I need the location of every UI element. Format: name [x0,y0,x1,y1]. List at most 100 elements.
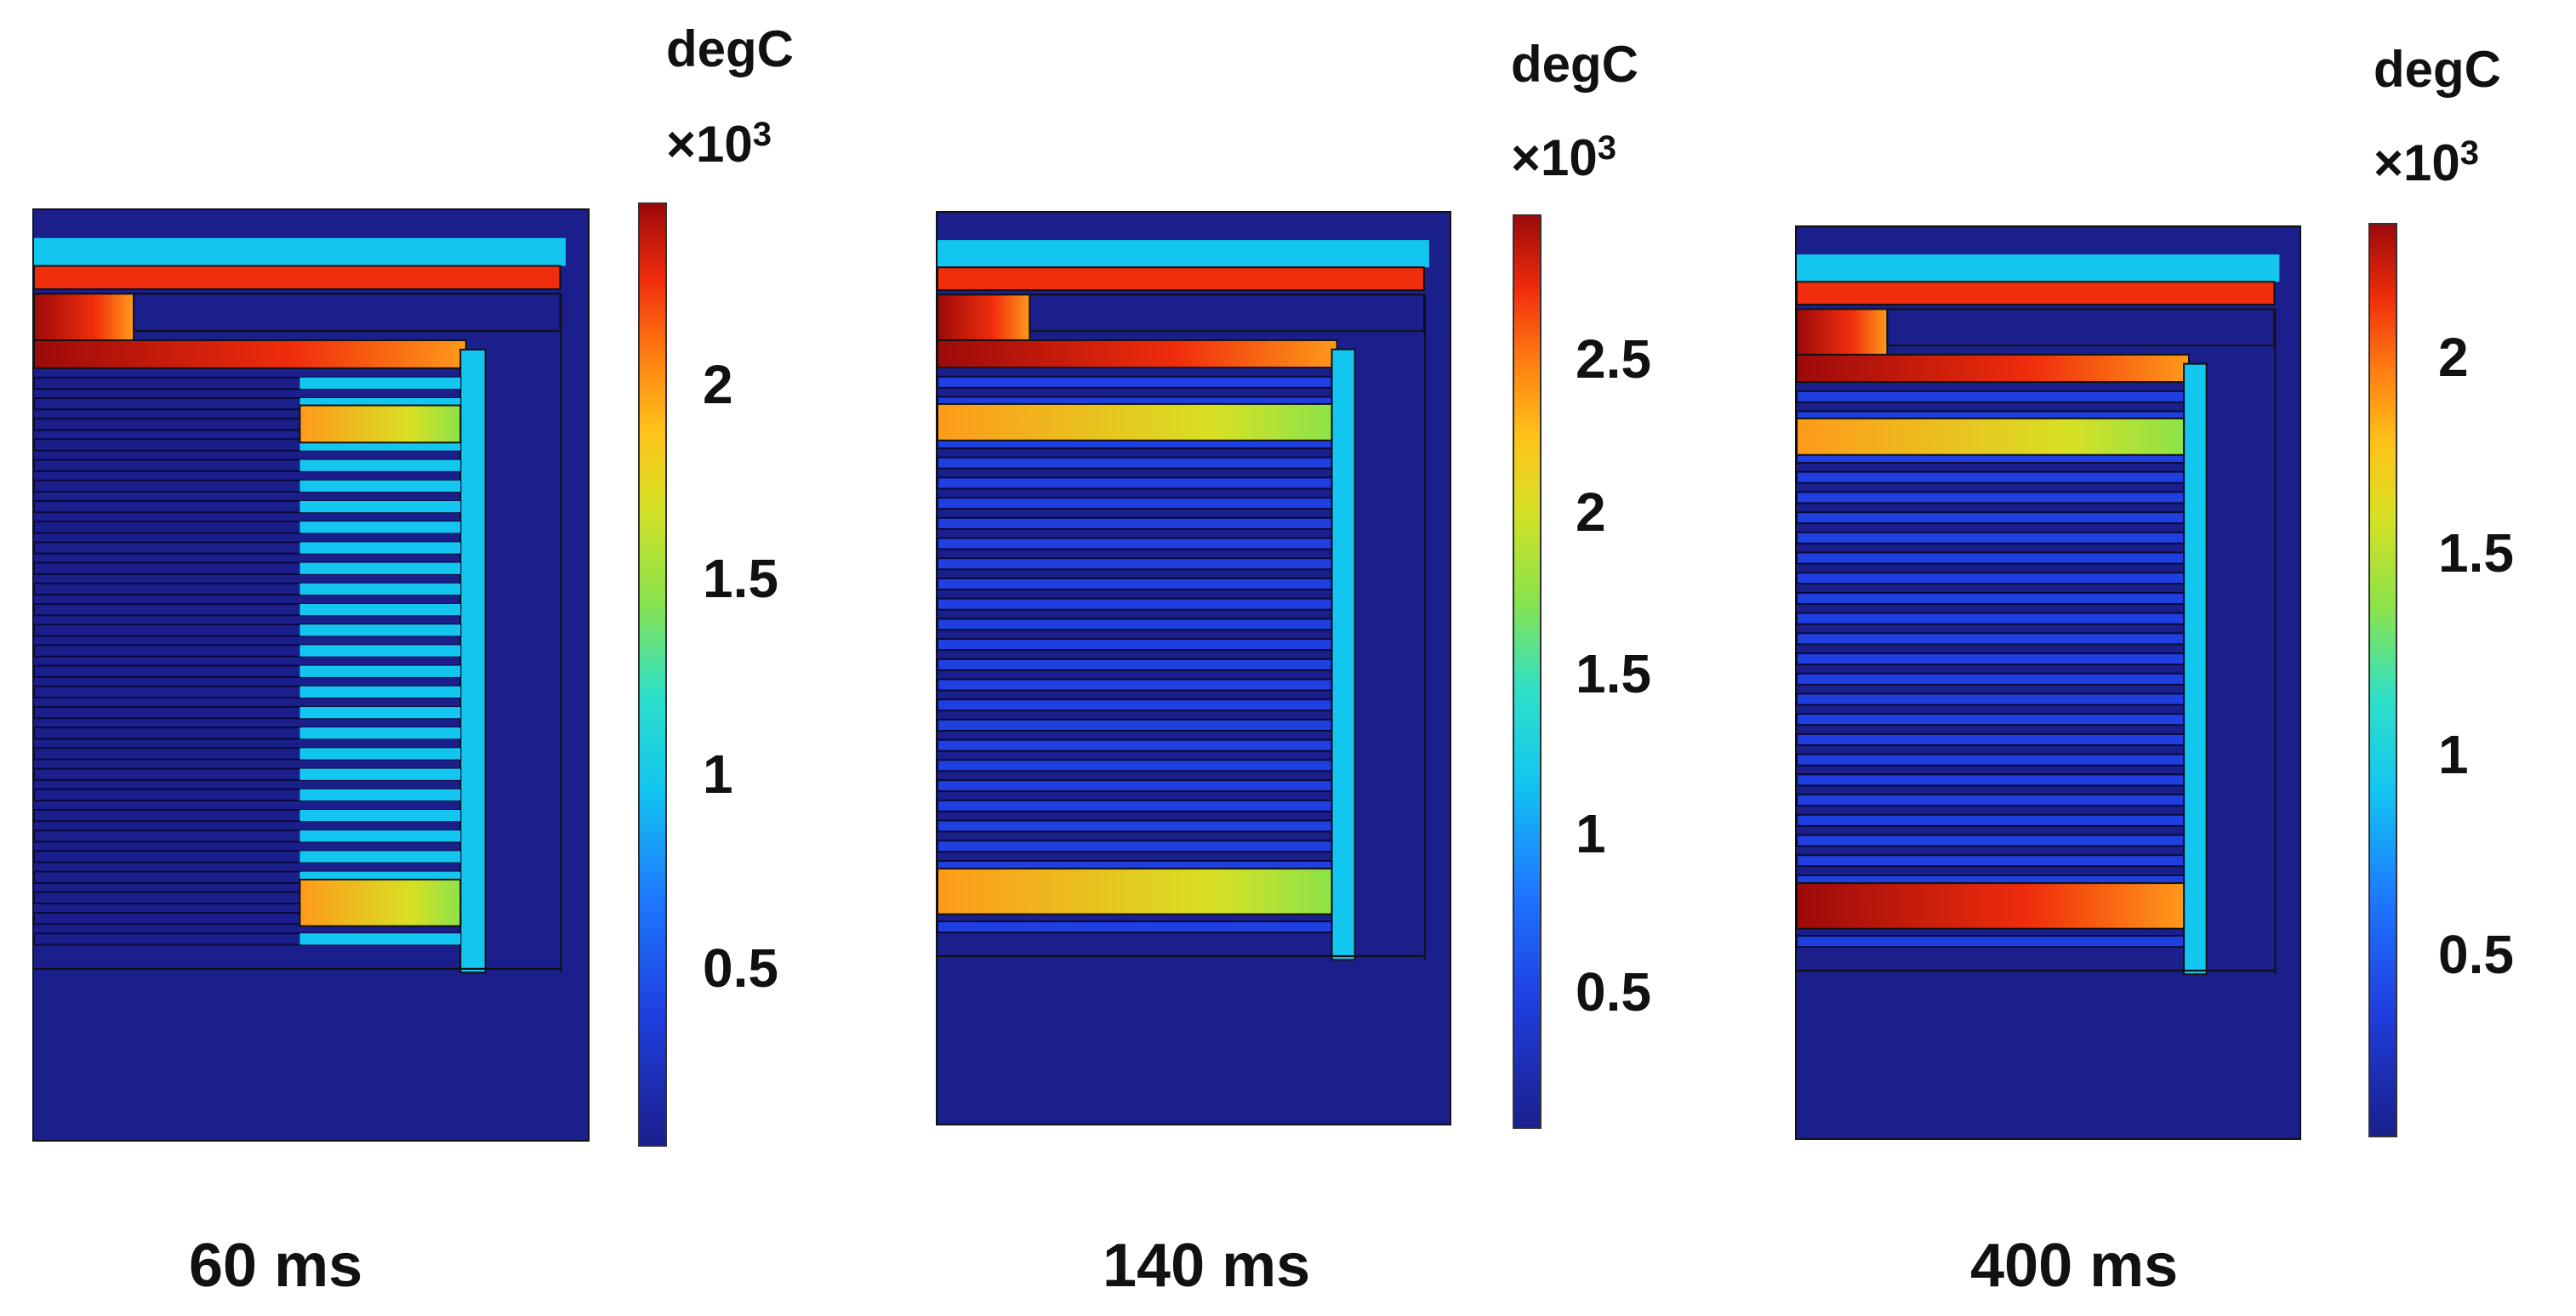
stack-layer [938,597,1333,611]
stack-layer [1797,732,2186,746]
stack-layer-warm-edge [299,686,461,698]
colorbar-tick: 2 [2438,327,2469,388]
stack-layer [1797,470,2186,484]
stack-layer [1797,511,2186,525]
colorbar-400ms [2368,223,2397,1137]
stack-layer-warm-edge [299,562,461,574]
stack-layer [938,819,1333,833]
upper-hot-band [938,402,1333,442]
colorbar-tick: 1 [703,743,733,805]
lower-boundary [1797,969,2275,972]
colorbar-tick: 2.5 [1576,328,1651,390]
colorbar-tick: 2 [703,354,733,415]
lower-boundary [34,967,561,970]
top-hot-plate [34,265,561,290]
stack-layer [1797,612,2186,625]
stack-layer [938,840,1333,853]
stack-layer [938,678,1333,692]
top-glow [938,240,1429,268]
stack-layer-warm-edge [299,583,461,595]
stack-layer-warm-edge [299,851,461,863]
top-glow [34,237,566,266]
stack-layer [938,375,1333,389]
stack-layer [938,638,1333,652]
stack-layer [1797,813,2186,827]
stack-layer-warm-edge [299,542,461,554]
upper-hot-block [1797,308,1889,356]
upper-gap [133,293,561,333]
temperature-field-60ms [32,208,590,1142]
stack-layer-warm-edge [299,706,461,719]
stack-layer [1797,854,2186,868]
colorbar-60ms [638,202,667,1147]
colorbar-tick: 1 [2438,724,2469,785]
stack-layer [938,738,1333,752]
stack-layer [1797,773,2186,787]
stack-layer-warm-edge [299,377,461,390]
upper-hot-band [299,404,462,444]
colorbar-tick: 0.5 [1576,961,1651,1023]
colorbar-tick: 2 [1576,481,1606,543]
stack-layer-warm-edge [299,645,461,657]
stack-layer-warm-edge [299,748,461,760]
top-hot-plate [1797,281,2276,306]
temperature-field-140ms [936,211,1451,1125]
panel-caption: 400 ms [1970,1232,2179,1300]
colorbar-tick: 1 [1576,803,1606,864]
stack-layer [1797,491,2186,504]
stack-layer [938,537,1333,550]
temperature-map-svg [938,213,1450,1124]
upper-hot-band [1797,417,2186,456]
right-boundary [2274,309,2277,975]
stack-layer-warm-edge [299,809,461,822]
stack-layer [1797,632,2186,646]
stack-layer-warm-edge [299,521,461,533]
colorbar-tick: 1.5 [703,548,778,609]
colorbar-tick: 1.5 [2438,522,2514,584]
stack-layer [938,476,1333,490]
upper-gap [1029,293,1425,333]
panel-caption: 60 ms [189,1232,363,1300]
temperature-field-400ms [1795,225,2301,1140]
stack-layer [1797,572,2186,585]
stack-layer [1797,591,2186,605]
top-hot-plate [938,266,1425,292]
stack-layer-warm-edge [299,768,461,780]
stack-layer [938,577,1333,590]
colorbar-140ms [1513,214,1542,1129]
stack-layer-warm-edge [299,603,461,616]
stack-layer [938,618,1333,631]
stack-layer-warm-edge [299,480,461,493]
colorbar-tick: 0.5 [703,937,778,999]
stack-layer [1797,672,2186,686]
stack-layer [1797,531,2186,544]
colorbar-exponent-label: ×103 [1511,129,1617,186]
stack-layer [938,779,1333,793]
stack-layer [1797,551,2186,565]
colorbar-exponent-label: ×103 [2374,134,2480,191]
upper-hot-block [34,293,135,342]
stack-layer-warm-edge [299,624,461,636]
right-boundary [1423,294,1426,960]
lower-boundary [938,954,1424,958]
stack-layer [938,759,1333,772]
stack-layer-warm-edge [299,500,461,513]
stack-layer [1797,935,2186,949]
stack-layer [1797,692,2186,706]
stack-layer [1797,390,2186,403]
colorbar-tick: 0.5 [2438,924,2514,985]
stack-layer [938,799,1333,812]
stack-layer [938,920,1333,934]
right-boundary [560,293,562,973]
stack-layer [938,698,1333,712]
colorbar-exponent-label: ×103 [666,116,772,173]
stack-layer-warm-edge [299,459,461,471]
panel-caption: 140 ms [1103,1232,1311,1300]
stack-layer [1797,713,2186,726]
colorbar-tick: 1.5 [1576,643,1651,704]
stack-layer-warm-edge [299,830,461,842]
upper-gap [1886,308,2276,347]
colorbar-unit-label: degC [1511,36,1638,93]
heater-bar [1797,353,2190,384]
side-wall [459,348,487,974]
